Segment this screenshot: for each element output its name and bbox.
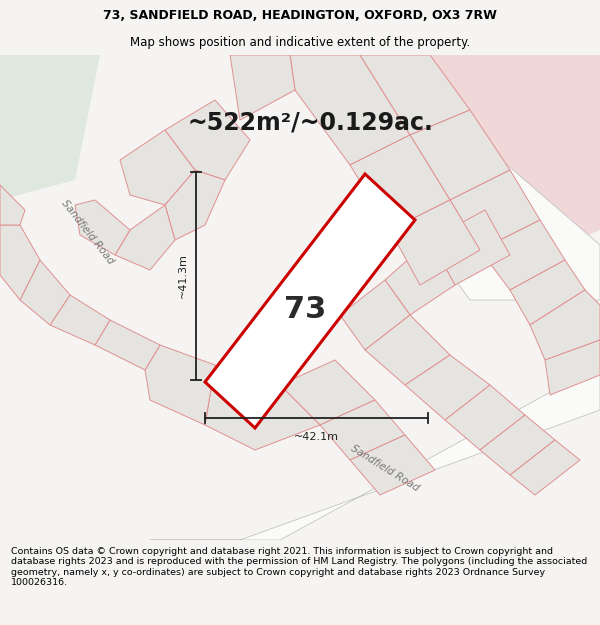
- Polygon shape: [360, 55, 470, 135]
- Text: Contains OS data © Crown copyright and database right 2021. This information is : Contains OS data © Crown copyright and d…: [11, 547, 587, 587]
- Text: Sandfield Road: Sandfield Road: [60, 198, 116, 266]
- Text: ~522m²/~0.129ac.: ~522m²/~0.129ac.: [187, 110, 433, 134]
- Polygon shape: [205, 365, 320, 450]
- Polygon shape: [75, 200, 130, 255]
- Polygon shape: [120, 130, 195, 205]
- Polygon shape: [340, 280, 410, 350]
- Polygon shape: [50, 295, 110, 345]
- Polygon shape: [445, 385, 525, 450]
- Polygon shape: [405, 355, 490, 420]
- Polygon shape: [390, 200, 480, 285]
- Text: ~42.1m: ~42.1m: [294, 432, 339, 442]
- Polygon shape: [95, 320, 160, 370]
- Polygon shape: [205, 174, 415, 428]
- Polygon shape: [365, 315, 450, 385]
- Polygon shape: [20, 260, 70, 325]
- Polygon shape: [430, 210, 510, 285]
- Text: Sandfield Road: Sandfield Road: [349, 443, 421, 493]
- Polygon shape: [410, 110, 510, 200]
- Polygon shape: [430, 55, 600, 270]
- Polygon shape: [165, 170, 225, 240]
- Polygon shape: [280, 360, 375, 425]
- Polygon shape: [450, 170, 540, 250]
- Polygon shape: [290, 55, 600, 300]
- Polygon shape: [145, 345, 215, 425]
- Polygon shape: [0, 185, 25, 225]
- Polygon shape: [150, 365, 600, 540]
- Text: Map shows position and indicative extent of the property.: Map shows position and indicative extent…: [130, 36, 470, 49]
- Polygon shape: [115, 205, 175, 270]
- Text: ~41.3m: ~41.3m: [178, 254, 188, 298]
- Polygon shape: [320, 400, 405, 460]
- Polygon shape: [530, 290, 600, 360]
- Polygon shape: [385, 240, 455, 315]
- Polygon shape: [510, 260, 585, 325]
- Text: 73, SANDFIELD ROAD, HEADINGTON, OXFORD, OX3 7RW: 73, SANDFIELD ROAD, HEADINGTON, OXFORD, …: [103, 9, 497, 22]
- Text: 73: 73: [284, 296, 326, 324]
- Polygon shape: [350, 135, 450, 230]
- Polygon shape: [0, 225, 40, 300]
- Polygon shape: [480, 220, 565, 290]
- Polygon shape: [545, 340, 600, 395]
- Polygon shape: [0, 55, 100, 200]
- Polygon shape: [510, 440, 580, 495]
- Polygon shape: [290, 55, 410, 165]
- Polygon shape: [480, 415, 555, 475]
- Polygon shape: [350, 435, 435, 495]
- Polygon shape: [230, 55, 295, 120]
- Polygon shape: [165, 100, 250, 180]
